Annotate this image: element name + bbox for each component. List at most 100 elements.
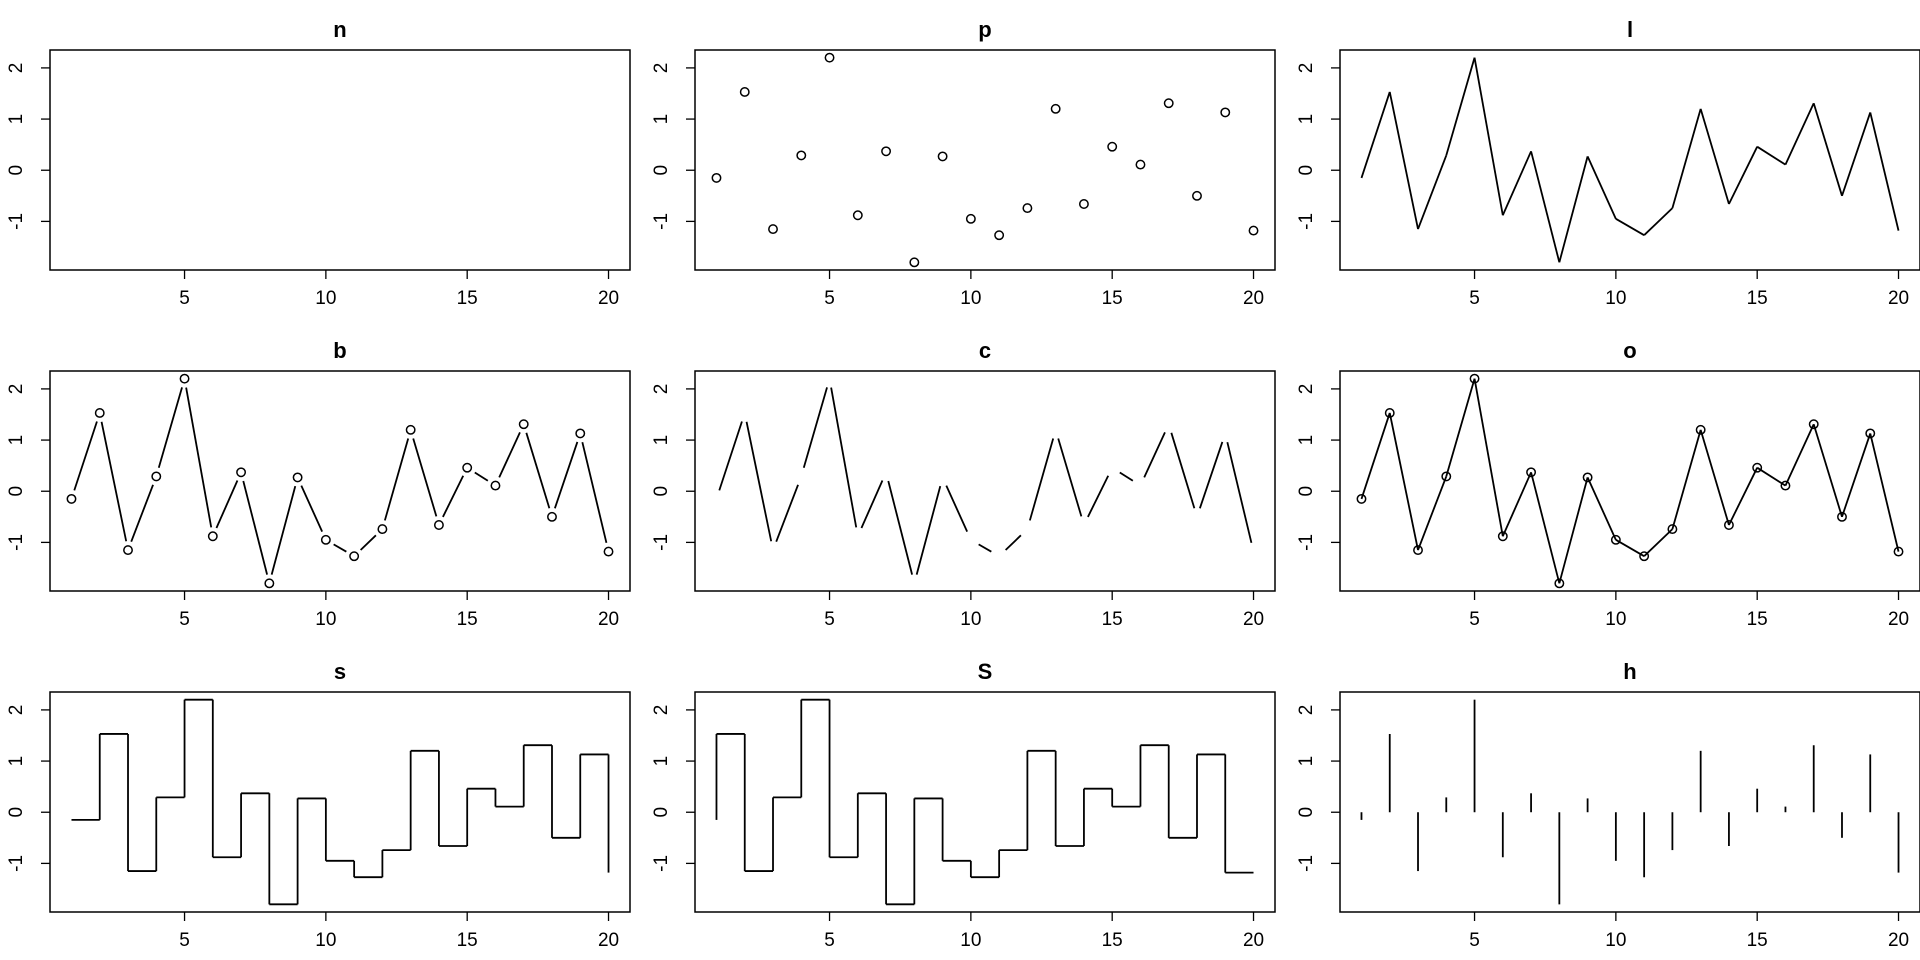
data-point [547,511,557,522]
series-segment [1643,528,1674,557]
series-segment [1360,91,1391,179]
y-tick-label: 2 [1296,384,1317,395]
series-segment [333,543,347,553]
y-tick-label: 2 [1296,63,1317,74]
series-segment [498,432,521,478]
data-point [1808,419,1819,430]
data-point [94,408,105,418]
data-point [1192,190,1202,201]
plot-frame [694,370,1276,592]
plot-frame [49,691,631,913]
x-tick-label: 5 [1469,288,1480,309]
series-segment [270,485,297,575]
y-tick-label: 1 [1296,435,1317,446]
series-segment [1417,155,1448,230]
series-segment [1388,412,1419,551]
y-tick-label: 0 [6,165,27,176]
data-point [518,419,529,430]
y-tick-label: 2 [651,384,672,395]
y-tick-label: -1 [1296,213,1317,230]
x-tick-label: 10 [315,288,336,309]
y-tick-label: 0 [651,165,672,176]
data-point [575,428,586,439]
x-tick-label: 20 [598,930,619,951]
data-point [1865,428,1876,439]
data-point [179,373,190,384]
y-tick-label: 0 [651,486,672,497]
series-segment [1586,156,1617,220]
y-tick-label: 0 [1296,807,1317,818]
data-point [1163,98,1174,109]
series-segment [1501,150,1532,216]
series-segment [1728,467,1759,526]
x-tick-label: 15 [1102,930,1123,951]
data-point [1582,472,1593,483]
series-segment [383,438,410,521]
data-point [462,462,473,473]
data-point [207,531,218,542]
data-point [66,493,77,504]
data-point [881,146,892,157]
x-tick-label: 20 [598,288,619,309]
x-tick-label: 15 [1747,288,1768,309]
series-segment [215,480,239,529]
data-point [1413,545,1423,556]
data-point [1135,159,1146,170]
y-tick-label: 1 [651,756,672,767]
data-point [1107,141,1118,152]
x-tick-label: 20 [1888,609,1909,630]
data-point [1469,373,1480,384]
data-point [965,213,976,224]
series-segment [1643,207,1674,236]
x-tick-label: 20 [1243,288,1264,309]
x-tick-label: 10 [1605,930,1626,951]
series-segment [1558,156,1589,263]
x-tick-label: 10 [960,609,981,630]
series-segment [718,421,743,491]
panel-title: l [1627,17,1633,42]
y-tick-label: -1 [651,855,672,872]
y-tick-label: 0 [6,486,27,497]
data-point [1356,493,1367,504]
x-tick-label: 20 [1888,288,1909,309]
series-segment [412,438,438,517]
x-tick-label: 15 [1747,930,1768,951]
series-segment [1501,471,1532,537]
y-tick-label: 0 [1296,165,1317,176]
data-point [1022,203,1033,214]
series-segment [1699,108,1730,205]
data-point [1441,471,1452,482]
data-point [264,578,275,589]
plot-frame [1339,49,1920,271]
x-tick-label: 10 [1605,288,1626,309]
y-tick-label: 1 [651,114,672,125]
data-point [377,524,388,535]
x-tick-label: 5 [824,609,835,630]
plot-frame [694,691,1276,913]
series-segment [945,485,968,533]
series-segment [554,441,579,509]
plot-frame [1339,370,1920,592]
series-segment [442,475,465,518]
x-tick-label: 5 [824,930,835,951]
series-segment [1841,112,1872,197]
plot-frame [694,49,1276,271]
data-point [1220,107,1231,118]
x-tick-label: 20 [598,609,619,630]
y-tick-label: 1 [1296,756,1317,767]
y-tick-label: -1 [6,855,27,872]
data-point [768,224,778,235]
series-segment [1615,218,1645,236]
series-segment [1671,108,1702,209]
series-segment [360,534,377,551]
y-tick-label: 2 [651,63,672,74]
data-point [1723,520,1734,530]
series-segment [1388,91,1419,230]
